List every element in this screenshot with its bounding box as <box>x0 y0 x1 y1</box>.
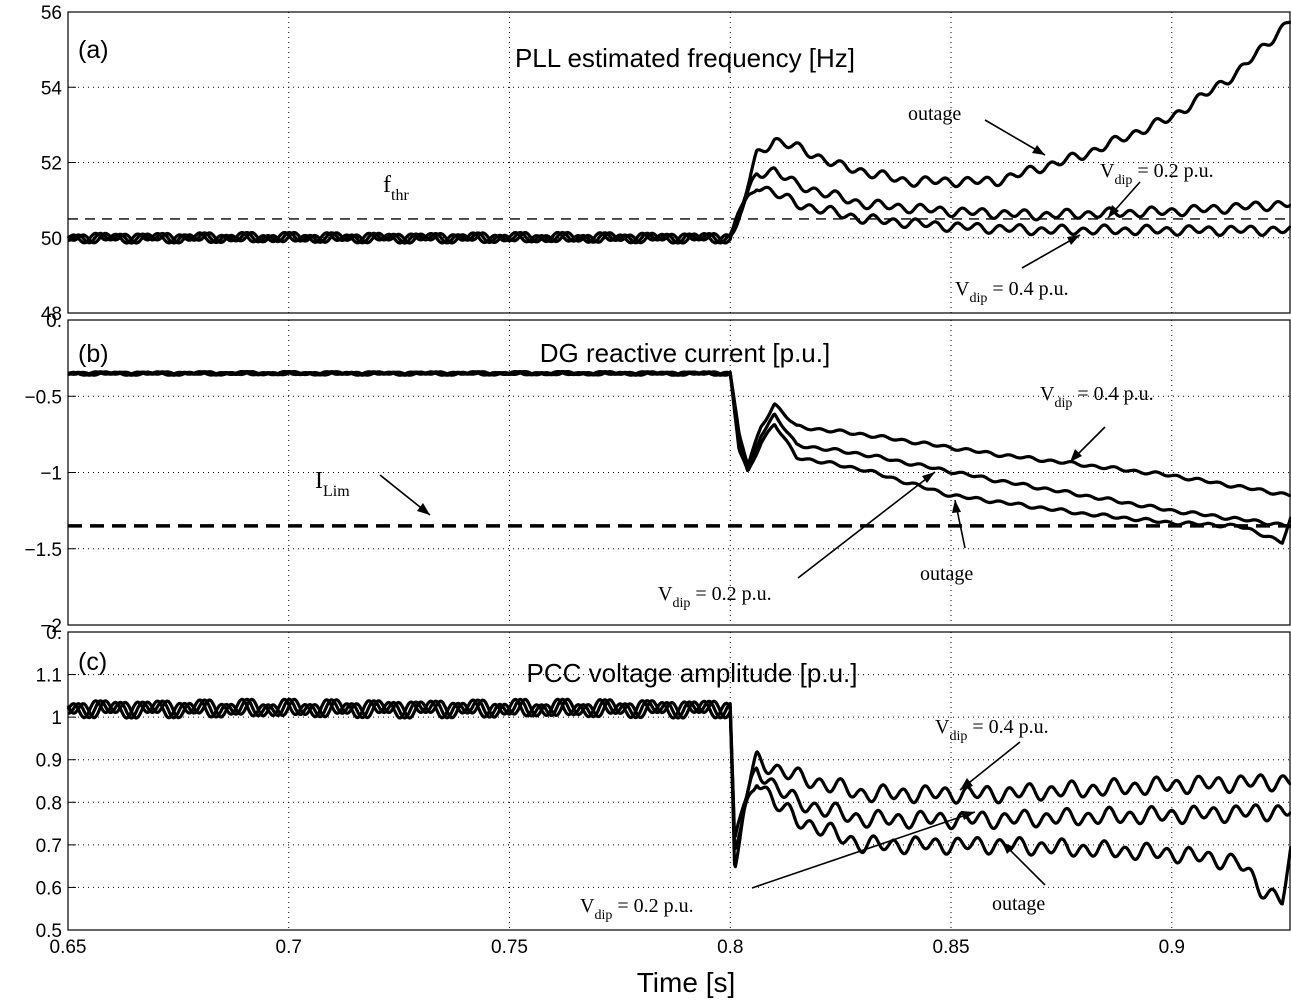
panel-c-vdip04-arrowhead <box>960 778 973 790</box>
panel-a-series <box>66 20 1291 245</box>
vdip-v: V <box>580 895 595 917</box>
panel-c-vdip02-arrowhead <box>961 811 975 820</box>
panel-b-reactive-current: −2 −1.5 −1 −0.5 0. (b) DG reactive current [… <box>24 311 1291 637</box>
y-tick-label: 0.5 <box>36 921 62 942</box>
fthr-sub: thr <box>391 187 409 204</box>
vdip-v: V <box>1040 383 1055 405</box>
y-tick-label: 0.7 <box>36 836 62 857</box>
y-tick-label: 0. <box>46 311 62 332</box>
y-tick-label: 1.1 <box>36 666 62 687</box>
series-line-outage <box>67 370 1291 545</box>
panel-a-vdip02-label: Vdip = 0.2 p.u. <box>1100 160 1214 188</box>
x-tick-label: 0.85 <box>933 937 970 958</box>
vdip-v: V <box>955 278 970 300</box>
panel-c-title: PCC voltage amplitude [p.u.] <box>527 658 858 688</box>
panel-a-outage-arrowhead <box>1032 145 1045 155</box>
ilim-i: I <box>315 468 323 494</box>
x-axis-label: Time [s] <box>637 967 736 998</box>
panel-b-vdip02-label: Vdip = 0.2 p.u. <box>658 583 772 611</box>
panel-a-tick-labels: 48 50 52 54 56 <box>41 3 76 325</box>
panel-a-title: PLL estimated frequency [Hz] <box>515 43 855 73</box>
panel-a-vdip04-arrowhead <box>1067 235 1080 245</box>
panel-c-tick-labels: 0.5 0.6 0.7 0.8 0.9 1 1.1 0. <box>36 623 76 942</box>
x-tick-label: 0.9 <box>1159 937 1185 958</box>
fthr-f: f <box>383 172 391 198</box>
panel-a-grid <box>68 12 1291 313</box>
series-line-v-dip-0-2-p-u- <box>67 166 1291 245</box>
panel-b-tick-labels: −2 −1.5 −1 −0.5 0. <box>24 311 76 637</box>
vdip-sub: dip <box>594 908 612 923</box>
vdip-sub: dip <box>672 596 690 611</box>
panel-b-series <box>67 370 1291 545</box>
panel-a-vdip02-arrowhead <box>1108 205 1119 218</box>
vdip-value: = 0.2 p.u. <box>1132 160 1213 182</box>
vdip-value: = 0.4 p.u. <box>1072 383 1153 405</box>
series-line-v-dip-0-4-p-u- <box>67 185 1291 245</box>
panel-b-axes-frame <box>67 319 1291 626</box>
y-tick-label: −1 <box>40 464 62 485</box>
y-tick-label: 48 <box>41 304 62 325</box>
vdip-sub: dip <box>1114 173 1132 188</box>
x-tick-label: 0.65 <box>50 937 87 958</box>
y-tick-label: 52 <box>41 154 62 175</box>
vdip-sub: dip <box>949 729 967 744</box>
y-tick-label: 0.8 <box>36 793 62 814</box>
panel-c-x-tick-labels: 0.65 0.7 0.75 0.8 0.85 0.9 <box>50 937 1185 958</box>
vdip-v: V <box>935 716 950 738</box>
panel-b-vdip04-arrowhead <box>1070 449 1082 462</box>
vdip-value: = 0.2 p.u. <box>690 583 771 605</box>
y-tick-label: 0.9 <box>36 751 62 772</box>
panel-a-axes-frame <box>67 11 1291 314</box>
panel-c-series <box>66 697 1291 906</box>
panel-b-vdip04-label: Vdip = 0.4 p.u. <box>1040 383 1154 411</box>
x-tick-label: 0.8 <box>717 937 743 958</box>
panel-c-outage-arrowhead <box>1002 842 1014 854</box>
panel-c-pcc-voltage: 0.5 0.6 0.7 0.8 0.9 1 1.1 0. 0.65 0.7 0.75 0.8 0.85… <box>36 623 1291 958</box>
panel-c-outage-label: outage <box>992 893 1045 915</box>
series-line-v-dip-0-2-p-u- <box>67 697 1291 850</box>
panel-b-ilim-arrowhead <box>417 503 430 515</box>
series-line-outage <box>66 697 1291 906</box>
y-tick-label: −1.5 <box>24 540 62 561</box>
y-tick-label: 54 <box>41 78 63 99</box>
panel-c-vdip04-label: Vdip = 0.4 p.u. <box>935 716 1049 744</box>
vdip-sub: dip <box>969 291 987 306</box>
panel-b-label: (b) <box>78 340 109 368</box>
y-tick-label: 1 <box>51 708 62 729</box>
y-tick-label: 0. <box>46 623 62 644</box>
x-tick-label: 0.7 <box>276 937 302 958</box>
vdip-v: V <box>658 583 673 605</box>
y-tick-label: −2 <box>40 616 62 637</box>
vdip-value: = 0.4 p.u. <box>987 278 1068 300</box>
panel-a-outage-label: outage <box>908 103 961 125</box>
panel-c-vdip02-label: Vdip = 0.2 p.u. <box>580 895 694 923</box>
ilim-sub: Lim <box>323 483 350 500</box>
panel-a-label: (a) <box>78 36 109 64</box>
panel-b-ilim-label: ILim <box>315 468 350 500</box>
panel-b-title: DG reactive current [p.u.] <box>540 338 830 368</box>
vdip-value: = 0.4 p.u. <box>967 716 1048 738</box>
y-tick-label: 56 <box>41 3 62 24</box>
panel-b-vdip02-arrow <box>797 471 936 579</box>
panel-a-fthr-label: fthr <box>383 172 409 204</box>
panel-b-vdip02-arrowhead <box>922 472 935 483</box>
panel-b-outage-arrowhead <box>952 500 961 513</box>
vdip-sub: dip <box>1054 396 1072 411</box>
y-tick-label: −0.5 <box>24 387 62 408</box>
panel-a-vdip04-label: Vdip = 0.4 p.u. <box>955 278 1069 306</box>
vdip-value: = 0.2 p.u. <box>612 895 693 917</box>
panel-a-frequency: 48 50 52 54 56 (a) PLL estimated frequency [… <box>41 3 1291 325</box>
x-tick-label: 0.75 <box>491 937 528 958</box>
y-tick-label: 0.6 <box>36 878 62 899</box>
panel-c-vdip02-arrow <box>751 811 976 889</box>
panel-c-axes-frame <box>67 631 1291 931</box>
y-tick-label: 50 <box>41 229 62 250</box>
panel-b-outage-label: outage <box>920 563 973 585</box>
panel-c-label: (c) <box>78 648 107 676</box>
vdip-v: V <box>1100 160 1115 182</box>
